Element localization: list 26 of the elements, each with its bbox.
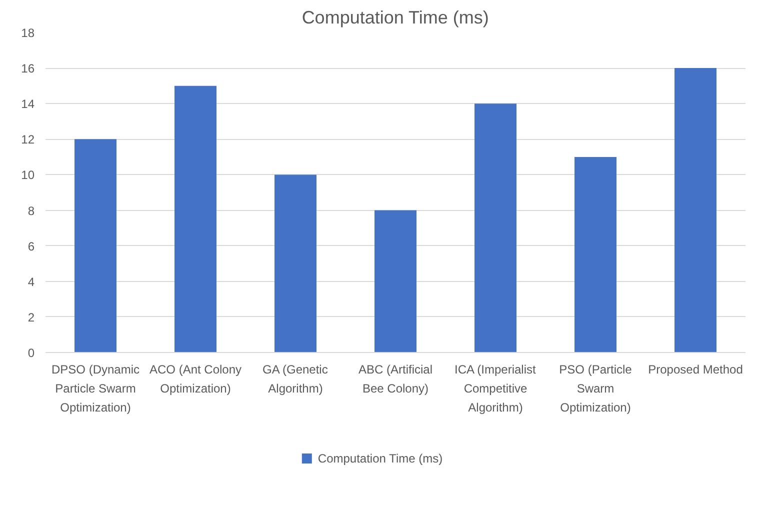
bar: [474, 104, 516, 352]
y-tick-label: 18: [21, 26, 35, 40]
x-tick-label: ABC (Artificial Bee Colony): [358, 362, 433, 396]
y-tick-label: 14: [21, 97, 35, 112]
legend-label: Computation Time (ms): [318, 452, 443, 466]
x-tick-label: GA (Genetic Algorithm): [262, 362, 328, 396]
x-tick-label: Proposed Method: [648, 362, 743, 376]
y-tick-label: 8: [28, 204, 35, 218]
y-tick-label: 12: [21, 132, 35, 147]
bar: [274, 174, 316, 352]
y-tick-label: 0: [28, 346, 35, 360]
bar: [574, 156, 616, 352]
x-tick-label: ACO (Ant Colony Optimization): [149, 362, 242, 396]
bar: [374, 210, 416, 352]
chart-title: Computation Time (ms): [302, 8, 489, 28]
y-tick-label: 6: [28, 239, 35, 254]
y-tick-label: 4: [28, 274, 35, 289]
y-tick-label: 10: [21, 168, 35, 182]
bar: [674, 68, 716, 352]
y-tick-label: 16: [21, 62, 35, 76]
bar: [174, 86, 216, 352]
bar: [74, 139, 116, 352]
x-tick-label: ICA (Imperialist Competitive Algorithm): [454, 362, 537, 414]
x-tick-label: PSO (Particle Swarm Optimization): [559, 362, 632, 414]
y-tick-label: 2: [28, 310, 35, 324]
x-tick-label: DPSO (Dynamic Particle Swarm Optimization): [51, 362, 140, 414]
